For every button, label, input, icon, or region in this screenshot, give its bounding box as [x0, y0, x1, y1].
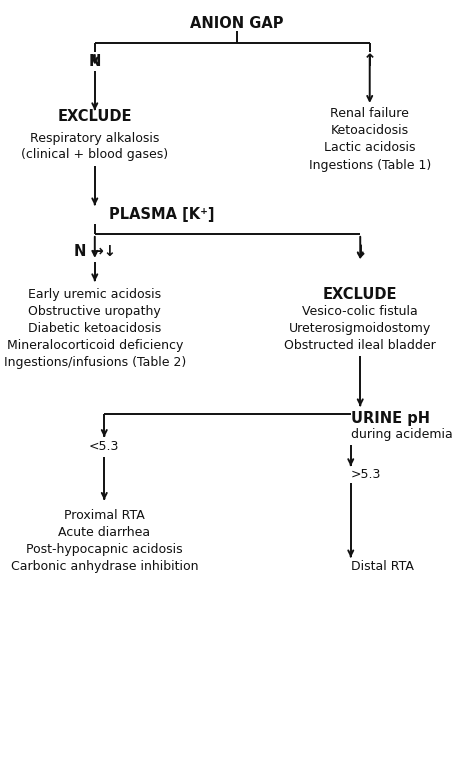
Text: Obstructed ileal bladder: Obstructed ileal bladder: [284, 339, 436, 351]
Text: Ingestions (Table 1): Ingestions (Table 1): [309, 160, 431, 172]
Text: (clinical + blood gases): (clinical + blood gases): [21, 149, 168, 161]
Text: Obstructive uropathy: Obstructive uropathy: [28, 305, 161, 318]
Text: N: N: [89, 54, 101, 69]
Text: Diabetic ketoacidosis: Diabetic ketoacidosis: [28, 322, 162, 334]
Text: ↓: ↓: [353, 242, 367, 261]
Text: Proximal RTA: Proximal RTA: [64, 509, 145, 522]
Text: Distal RTA: Distal RTA: [351, 560, 414, 572]
Text: URINE pH: URINE pH: [351, 410, 430, 426]
Text: Post-hypocapnic acidosis: Post-hypocapnic acidosis: [26, 543, 182, 555]
Text: PLASMA [K⁺]: PLASMA [K⁺]: [109, 207, 215, 222]
Text: Mineralocorticoid deficiency: Mineralocorticoid deficiency: [7, 339, 183, 351]
Text: <5.3: <5.3: [89, 440, 119, 453]
Text: Ureterosigmoidostomy: Ureterosigmoidostomy: [289, 322, 431, 334]
Text: EXCLUDE: EXCLUDE: [323, 287, 398, 302]
Text: Lactic acidosis: Lactic acidosis: [324, 141, 416, 153]
Text: Ingestions/infusions (Table 2): Ingestions/infusions (Table 2): [4, 356, 186, 368]
Text: EXCLUDE: EXCLUDE: [57, 109, 132, 124]
Text: Renal failure: Renal failure: [330, 107, 409, 120]
Text: Early uremic acidosis: Early uremic acidosis: [28, 288, 161, 301]
Text: Ketoacidosis: Ketoacidosis: [331, 124, 409, 137]
Text: Carbonic anhydrase inhibition: Carbonic anhydrase inhibition: [10, 560, 198, 572]
Text: Respiratory alkalosis: Respiratory alkalosis: [30, 132, 159, 144]
Text: ANION GAP: ANION GAP: [190, 15, 284, 31]
Text: >5.3: >5.3: [351, 468, 381, 480]
Text: Acute diarrhea: Acute diarrhea: [58, 526, 150, 538]
Text: during acidemia: during acidemia: [351, 429, 453, 441]
Text: Vesico-colic fistula: Vesico-colic fistula: [302, 305, 418, 318]
Text: ↑: ↑: [363, 52, 377, 71]
Text: N →↓: N →↓: [74, 244, 116, 259]
